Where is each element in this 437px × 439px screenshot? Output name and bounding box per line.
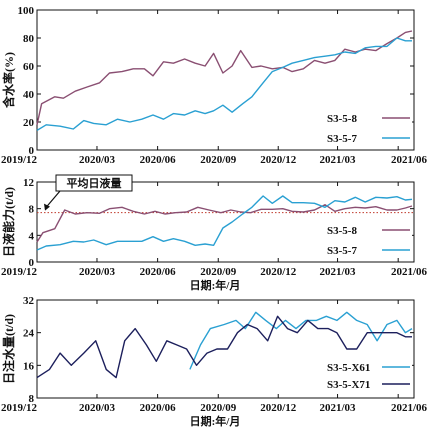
p1-ytick-label: 20 (23, 117, 35, 129)
p2-series-line-2 (36, 195, 413, 251)
p2-xtick-label: 2020/12 (260, 266, 297, 278)
p1-ytick-label: 0 (29, 145, 35, 157)
p2-ytick-label: 8 (29, 204, 35, 216)
p3-ytick-label: 8 (29, 393, 35, 405)
p1-xtick-label: 2020/03 (79, 154, 116, 166)
p3-xtick-label: 2020/03 (79, 402, 116, 414)
p2-y-axis-label: 日液能力(t/d) (1, 187, 16, 257)
p2-ytick-label: 4 (29, 230, 35, 242)
p2-xtick-label: 2020/03 (79, 266, 116, 278)
p1-series-line-2 (36, 37, 412, 131)
p3-ytick-label: 24 (23, 328, 35, 340)
p2-ytick-label: 12 (23, 177, 35, 189)
p3-legend-bg-2 (322, 377, 412, 392)
p3-ytick-label: 32 (23, 295, 35, 307)
p2-x-axis-label: 日期:年/月 (190, 278, 241, 292)
p1-legend-label-2: S3-5-7 (327, 133, 357, 145)
p1-legend-bg-2 (322, 131, 412, 146)
p2-legend-bg-1 (322, 223, 412, 238)
p2-legend-label-2: S3-5-7 (327, 245, 357, 257)
p1-xtick-label: 2020/09 (200, 154, 237, 166)
p2-ytick-label: 0 (29, 257, 35, 269)
p1-legend-bg-1 (322, 111, 412, 126)
p2-axes-frame (36, 181, 415, 263)
p3-series-line-1 (189, 311, 413, 370)
p3-xtick-label: 2020/06 (140, 402, 177, 414)
p2-xtick-label: 2021/06 (391, 266, 428, 278)
p2-legend-bg-2 (322, 243, 412, 258)
p1-ytick-label: 100 (18, 5, 35, 17)
p1-xtick-label: 2020/06 (140, 154, 177, 166)
p2-average-label: 平均日液量 (67, 176, 122, 190)
p1-y-axis-label: 含水率(%) (1, 52, 16, 108)
p3-legend-label-2: S3-5-X71 (327, 379, 370, 391)
p1-xtick-label: 2019/12 (1, 154, 38, 166)
p1-ytick-label: 60 (23, 61, 35, 73)
p2-xtick-label: 2019/12 (1, 266, 38, 278)
p2-xtick-label: 2021/03 (320, 266, 357, 278)
p3-xtick-label: 2019/12 (1, 402, 38, 414)
p3-xtick-label: 2021/03 (320, 402, 357, 414)
p3-y-axis-label: 日注水量(t/d) (1, 314, 16, 384)
p3-xtick-label: 2021/06 (391, 402, 428, 414)
p2-series-line-1 (36, 203, 413, 243)
p1-xtick-label: 2021/06 (391, 154, 428, 166)
p1-legend-label-1: S3-5-8 (327, 113, 357, 125)
p1-ytick-label: 40 (23, 89, 35, 101)
p1-xtick-label: 2020/12 (260, 154, 297, 166)
p2-legend-label-1: S3-5-8 (327, 225, 357, 237)
p3-ytick-label: 16 (23, 360, 35, 372)
p3-xtick-label: 2020/12 (260, 402, 297, 414)
p1-axes-frame (36, 9, 415, 151)
p1-ytick-label: 80 (23, 33, 35, 45)
p2-xtick-label: 2020/06 (140, 266, 177, 278)
p3-x-axis-label: 日期:年/月 (190, 414, 241, 428)
p3-legend-label-1: S3-5-X61 (327, 362, 370, 374)
p2-xtick-label: 2020/09 (200, 266, 237, 278)
p1-series-line-1 (36, 30, 413, 125)
p3-axes-frame (36, 299, 415, 399)
p1-xtick-label: 2021/03 (320, 154, 357, 166)
p2-average-label-box (55, 174, 133, 192)
p3-legend-bg-1 (322, 360, 412, 375)
p3-xtick-label: 2020/09 (200, 402, 237, 414)
p2-average-arrowhead (44, 203, 50, 211)
p3-series-line-2 (36, 315, 412, 379)
